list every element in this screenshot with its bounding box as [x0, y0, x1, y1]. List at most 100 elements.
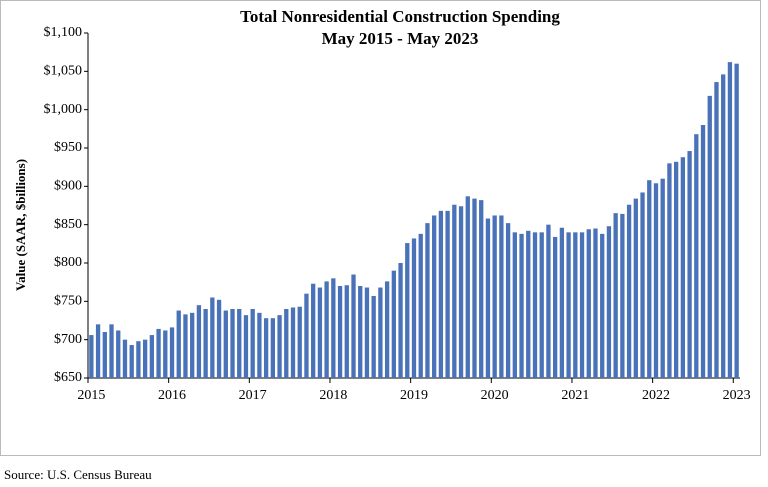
x-tick-label: 2020 [481, 388, 509, 403]
bar [526, 230, 531, 378]
bar [458, 206, 464, 378]
x-tick-label: 2018 [319, 388, 347, 403]
bar [546, 224, 551, 378]
bar [512, 232, 517, 378]
bar [257, 312, 262, 378]
bar [196, 305, 202, 378]
bar [203, 309, 208, 378]
bar [539, 232, 544, 378]
bar [505, 223, 511, 378]
bar [734, 63, 739, 379]
bar [210, 297, 215, 378]
bar [626, 204, 632, 378]
y-tick-label: $900 [54, 179, 82, 194]
bar [324, 281, 329, 378]
x-tick-label: 2017 [239, 388, 267, 403]
bar [586, 229, 591, 378]
bar [660, 178, 665, 378]
bar [331, 278, 336, 378]
bar [89, 335, 94, 378]
bar [263, 318, 269, 378]
bar [573, 232, 578, 378]
bar [687, 151, 692, 378]
bar [290, 307, 296, 378]
bar [129, 345, 134, 378]
y-axis-label: Value (SAAR, $billions) [13, 159, 28, 291]
bar [566, 232, 571, 378]
bar [237, 309, 242, 378]
bar [667, 163, 672, 378]
bar [714, 82, 719, 379]
bar [633, 198, 638, 378]
bar [620, 213, 625, 378]
bar [250, 309, 255, 378]
bar [122, 339, 128, 378]
bar [163, 330, 168, 378]
bar [606, 226, 612, 378]
x-tick-label: 2016 [158, 388, 186, 403]
bar [411, 238, 417, 378]
bar [600, 233, 605, 378]
bar [364, 287, 370, 378]
bar [344, 285, 349, 378]
bar [593, 228, 598, 378]
bar [707, 95, 712, 378]
bar [243, 315, 249, 378]
bar [358, 286, 363, 378]
bar [694, 134, 699, 378]
bar [270, 318, 275, 378]
bar [378, 287, 383, 378]
bar [479, 200, 484, 378]
bar [432, 215, 437, 378]
bar [519, 233, 524, 378]
bar [398, 263, 403, 378]
bar [169, 327, 175, 378]
y-tick-label: $950 [54, 140, 82, 155]
bar [653, 183, 659, 378]
y-tick-label: $1,100 [44, 25, 83, 40]
bar [553, 236, 558, 378]
chart-title: Total Nonresidential Construction Spendi… [240, 7, 560, 26]
bar [317, 287, 323, 378]
y-tick-label: $650 [54, 370, 82, 385]
bar [216, 299, 222, 378]
bar [438, 210, 444, 378]
bar [485, 218, 491, 378]
bar [492, 215, 497, 378]
bar [647, 180, 652, 378]
x-tick-label: 2021 [561, 388, 589, 403]
bar [297, 306, 302, 378]
bar [371, 295, 376, 378]
bar [472, 198, 477, 378]
bar [95, 324, 101, 378]
bar [230, 309, 235, 378]
bar [391, 270, 396, 378]
bar [579, 232, 585, 378]
bar [284, 309, 289, 378]
x-tick-label: 2022 [642, 388, 670, 403]
bar [156, 328, 161, 378]
chart-subtitle: May 2015 - May 2023 [322, 29, 479, 48]
bar [559, 227, 565, 378]
bar [452, 204, 457, 378]
source: Source: U.S. Census Bureau [4, 467, 152, 482]
bar [425, 223, 430, 378]
x-tick-label: 2015 [77, 388, 105, 403]
bar [102, 332, 107, 378]
bar [727, 62, 733, 379]
bar [499, 215, 504, 378]
bar [176, 310, 181, 378]
bar [351, 274, 356, 378]
bar [384, 281, 390, 378]
bar [640, 192, 645, 378]
y-tick-label: $1,000 [44, 102, 83, 117]
bar [418, 233, 423, 378]
bar [190, 312, 195, 378]
x-tick-label: 2023 [723, 388, 751, 403]
bar [613, 213, 618, 378]
y-tick-label: $750 [54, 294, 82, 309]
bar [532, 232, 538, 378]
bar [149, 335, 155, 378]
bar [721, 74, 726, 379]
